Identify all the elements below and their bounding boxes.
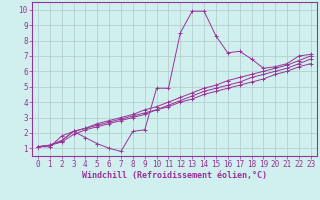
X-axis label: Windchill (Refroidissement éolien,°C): Windchill (Refroidissement éolien,°C) bbox=[82, 171, 267, 180]
